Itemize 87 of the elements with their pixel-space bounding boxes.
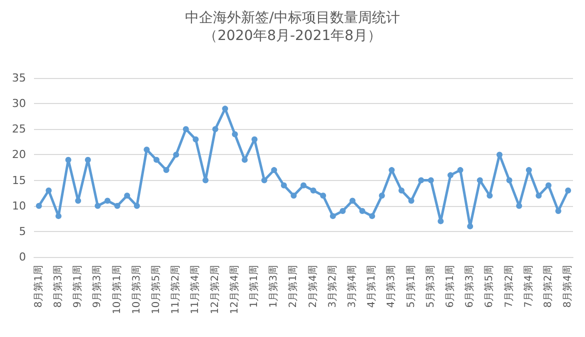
point — [536, 192, 542, 199]
x-tick-label: 11月第2周 — [170, 265, 182, 314]
point — [65, 156, 72, 163]
point — [232, 131, 238, 138]
point — [252, 136, 258, 142]
y-tick-label: 25 — [12, 122, 26, 136]
point — [144, 146, 150, 153]
y-tick-label: 35 — [12, 72, 26, 84]
x-tick-label: 7月第2周 — [502, 265, 515, 308]
x-tick-label: 10月第1周 — [110, 265, 123, 314]
y-tick-label: 10 — [12, 199, 26, 212]
x-tick-label: 6月第3周 — [464, 265, 476, 308]
chart-title: 中企海外新签/中标项目数量周统计 — [185, 10, 400, 26]
point — [496, 152, 502, 158]
y-tick-label: 15 — [12, 174, 26, 187]
x-tick-label: 12月第2周 — [208, 265, 221, 314]
point — [398, 188, 404, 194]
point — [428, 177, 434, 184]
point — [350, 198, 356, 204]
x-tick-label: 4月第3周 — [385, 265, 398, 308]
point — [202, 177, 208, 184]
x-tick-label: 6月第5周 — [483, 265, 496, 308]
point — [84, 156, 91, 163]
point — [300, 182, 306, 188]
point — [320, 192, 326, 199]
point — [212, 126, 218, 132]
point — [173, 152, 180, 158]
x-tick-label: 4月第1周 — [366, 265, 378, 308]
point — [457, 167, 464, 174]
x-tick-label: 3月第2周 — [326, 265, 338, 308]
point — [114, 202, 120, 209]
x-tick-label: 8月第4周 — [562, 265, 574, 308]
x-tick-label: 8月第2周 — [542, 265, 554, 308]
x-tick-label: 2月第1周 — [287, 265, 300, 308]
point — [418, 177, 424, 184]
point — [280, 182, 287, 188]
x-tick-label: 10月第3周 — [130, 265, 142, 314]
x-tick-label: 5月第1周 — [404, 265, 417, 308]
point — [310, 188, 316, 194]
point — [565, 188, 572, 194]
x-tick-label: 6月第1周 — [444, 265, 456, 308]
x-tick-label: 3月第4周 — [346, 265, 358, 308]
point — [56, 213, 62, 220]
point — [476, 177, 483, 184]
point — [438, 218, 444, 224]
point — [271, 167, 278, 174]
x-tick-label: 9月第1周 — [72, 265, 84, 308]
point — [486, 192, 493, 199]
point — [192, 136, 199, 142]
point — [134, 202, 140, 209]
y-tick-label: 30 — [12, 97, 26, 110]
point — [359, 208, 366, 214]
point — [330, 213, 336, 220]
x-tick-label: 1月第1周 — [248, 265, 260, 308]
x-tick-label: 2月第4周 — [306, 265, 319, 308]
point — [546, 182, 552, 188]
point — [36, 202, 42, 209]
x-tick-label: 12月第4周 — [228, 265, 240, 314]
point — [506, 177, 512, 184]
point — [369, 213, 376, 220]
x-tick-label: 8月第3周 — [52, 265, 64, 308]
x-tick-label: 5月第3周 — [424, 265, 436, 308]
x-tick-label: 9月第3周 — [91, 265, 104, 308]
y-tick-label: 20 — [12, 148, 26, 162]
point — [124, 192, 130, 199]
y-tick-label: 5 — [19, 224, 26, 238]
point — [340, 208, 346, 214]
point — [182, 126, 189, 132]
point — [290, 192, 297, 199]
x-tick-label: 11月第4周 — [189, 265, 202, 314]
point — [378, 192, 385, 199]
point — [448, 172, 454, 178]
point — [46, 188, 52, 194]
point — [467, 223, 474, 230]
point — [104, 198, 110, 204]
point — [408, 198, 414, 204]
x-tick-label: 8月第1周 — [32, 265, 44, 308]
point — [94, 202, 101, 209]
point — [75, 198, 82, 204]
x-tick-label: 7月第4周 — [522, 265, 534, 308]
point — [154, 156, 160, 163]
point — [163, 167, 170, 174]
point — [261, 177, 268, 184]
x-tick-label: 1月第3周 — [268, 265, 280, 308]
chart-subtitle: （2020年8月-2021年8月） — [203, 28, 382, 44]
y-tick-label: 0 — [19, 250, 26, 264]
x-tick-label: 10月第5周 — [150, 265, 162, 314]
